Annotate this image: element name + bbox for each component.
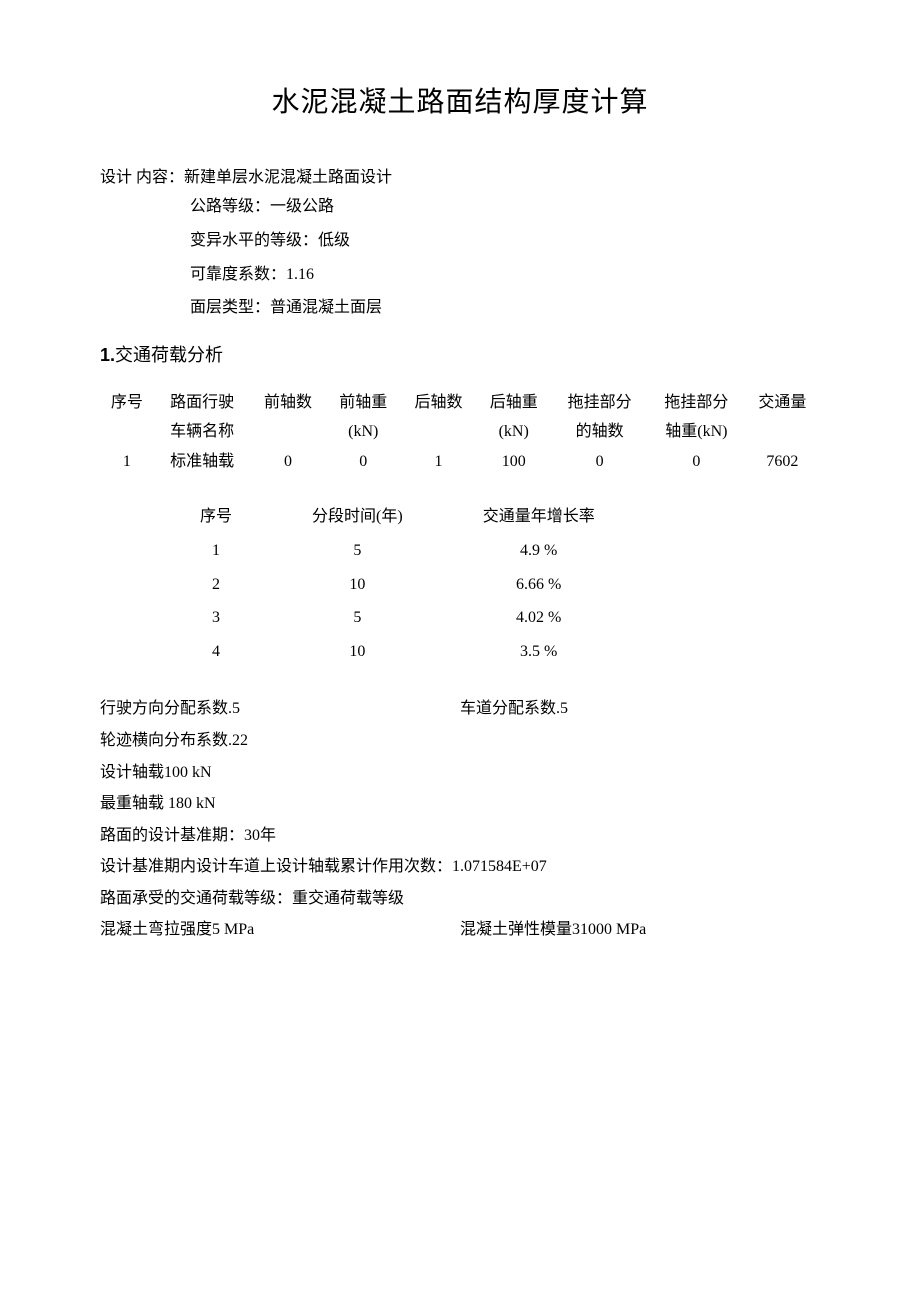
growth-table: 序号 分段时间(年) 交通量年增长率 1 5 4.9 % 2 10 6.66 %… [160,500,635,668]
vehicle-table-header-1: 序号 路面行驶 前轴数 前轴重 后轴数 后轴重 拖挂部分 拖挂部分 交通量 [100,388,820,418]
gh-1: 分段时间(年) [272,500,443,534]
vh-r-4: 1 [401,447,476,477]
elastic: 混凝土弹性模量31000 MPa [460,917,646,943]
vh-h1-3: 前轴重 [326,388,401,418]
growth-row: 2 10 6.66 % [160,568,635,602]
gr3-0: 4 [160,635,272,669]
growth-row: 3 5 4.02 % [160,601,635,635]
vh-h1-4: 后轴数 [401,388,476,418]
section-1-title: 交通荷载分析 [115,345,223,365]
flexural: 混凝土弯拉强度5 MPa [100,917,460,943]
vh-h2-6: 的轴数 [551,417,648,447]
vh-h2-4 [401,417,476,447]
growth-row: 1 5 4.9 % [160,534,635,568]
vh-r-7: 0 [648,447,745,477]
vh-h2-7: 轴重(kN) [648,417,745,447]
design-axle: 设计轴载100 kN [100,760,820,786]
vh-h1-2: 前轴数 [250,388,325,418]
gr3-2: 3.5 % [443,635,635,669]
vehicle-table-header-2: 车辆名称 (kN) (kN) 的轴数 轴重(kN) [100,417,820,447]
gh-2: 交通量年增长率 [443,500,635,534]
vh-r-3: 0 [326,447,401,477]
page-title: 水泥混凝土路面结构厚度计算 [100,80,820,125]
vh-h1-7: 拖挂部分 [648,388,745,418]
vh-h2-5: (kN) [476,417,551,447]
vh-h1-1: 路面行驶 [154,388,251,418]
lane-coef: 车道分配系数.5 [460,696,568,722]
heaviest-axle: 最重轴载 180 kN [100,791,820,817]
section-1-heading: 1.交通荷载分析 [100,341,820,370]
vehicle-table: 序号 路面行驶 前轴数 前轴重 后轴数 后轴重 拖挂部分 拖挂部分 交通量 车辆… [100,388,820,477]
vh-h2-3: (kN) [326,417,401,447]
vh-h1-0: 序号 [100,388,154,418]
direction-coef: 行驶方向分配系数.5 [100,696,460,722]
vh-r-5: 100 [476,447,551,477]
gr0-2: 4.9 % [443,534,635,568]
gr1-1: 10 [272,568,443,602]
coef-row-1: 行驶方向分配系数.5 车道分配系数.5 [100,696,820,722]
vh-r-8: 7602 [745,447,820,477]
design-content: 新建单层水泥混凝土路面设计 [184,169,392,186]
vh-h2-0 [100,417,154,447]
gr2-0: 3 [160,601,272,635]
vh-h1-6: 拖挂部分 [551,388,648,418]
design-period: 路面的设计基准期：30年 [100,823,820,849]
gh-0: 序号 [160,500,272,534]
vh-h1-5: 后轴重 [476,388,551,418]
design-grade: 公路等级：一级公路 [100,194,820,220]
gr2-2: 4.02 % [443,601,635,635]
design-variation: 变异水平的等级：低级 [100,228,820,254]
section-1-num: 1. [100,345,115,365]
growth-header: 序号 分段时间(年) 交通量年增长率 [160,500,635,534]
vh-r-0: 1 [100,447,154,477]
design-reliability: 可靠度系数：1.16 [100,262,820,288]
gr0-1: 5 [272,534,443,568]
track-coef: 轮迹横向分布系数.22 [100,728,820,754]
vh-r-6: 0 [551,447,648,477]
gr2-1: 5 [272,601,443,635]
gr1-0: 2 [160,568,272,602]
concrete-row: 混凝土弯拉强度5 MPa 混凝土弹性模量31000 MPa [100,917,820,943]
traffic-grade: 路面承受的交通荷载等级：重交通荷载等级 [100,886,820,912]
design-content-line: 设计 内容：新建单层水泥混凝土路面设计 [100,165,820,191]
vh-r-2: 0 [250,447,325,477]
vh-h2-1: 车辆名称 [154,417,251,447]
gr0-0: 1 [160,534,272,568]
vh-h2-8 [745,417,820,447]
gr1-2: 6.66 % [443,568,635,602]
cumulative: 设计基准期内设计车道上设计轴载累计作用次数：1.071584E+07 [100,854,820,880]
vh-h2-2 [250,417,325,447]
gr3-1: 10 [272,635,443,669]
vh-r-1: 标准轴载 [154,447,251,477]
vh-h1-8: 交通量 [745,388,820,418]
growth-row: 4 10 3.5 % [160,635,635,669]
vehicle-table-row: 1 标准轴载 0 0 1 100 0 0 7602 [100,447,820,477]
design-surface: 面层类型：普通混凝土面层 [100,295,820,321]
design-label: 设计 内容： [100,169,184,186]
